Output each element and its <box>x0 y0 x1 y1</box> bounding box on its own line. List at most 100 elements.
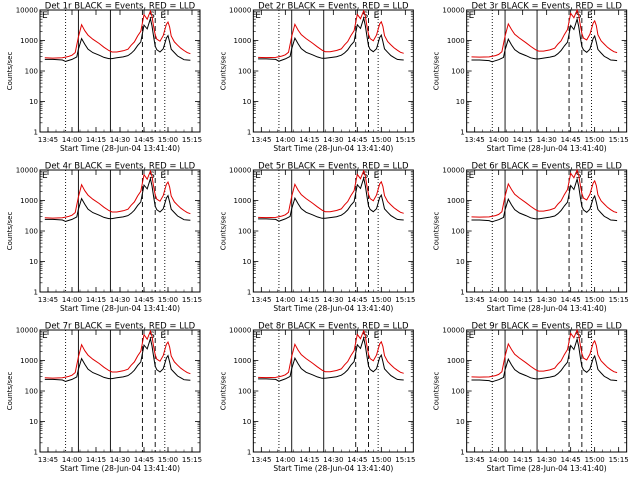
x-tick-label: 14:00 <box>275 296 295 304</box>
x-tick-label: 15:00 <box>158 456 178 464</box>
x-axis-label: Start Time (28-Jun-04 13:41:40) <box>273 464 393 473</box>
x-tick-label: 14:45 <box>561 456 581 464</box>
y-tick-label: 10000 <box>229 7 251 15</box>
y-tick-label: 1 <box>34 449 38 457</box>
y-tick-label: 10 <box>242 418 251 426</box>
y-tick-label: 100 <box>451 388 464 396</box>
x-tick-label: 15:15 <box>609 296 629 304</box>
panel-title: Det 6r BLACK = Events, RED = LLD <box>471 162 622 172</box>
x-axis-label: Start Time (28-Jun-04 13:41:40) <box>60 144 180 153</box>
x-tick-label: 15:15 <box>609 456 629 464</box>
x-tick-label: 14:15 <box>86 456 106 464</box>
panel-3: Det 3r BLACK = Events, RED = LLD 1 10 100 10… <box>433 2 629 154</box>
panel-title: Det 9r BLACK = Events, RED = LLD <box>471 322 622 332</box>
marker-label: E <box>42 11 48 21</box>
marker-label: E <box>374 11 380 21</box>
x-tick-label: 14:45 <box>561 136 581 144</box>
x-tick-label: 14:45 <box>347 456 367 464</box>
x-tick-label: 14:30 <box>323 296 343 304</box>
series-line-events <box>258 176 404 222</box>
panel-1: Det 1r BLACK = Events, RED = LLD 1 10 100 10… <box>6 2 202 154</box>
series-line-events <box>258 16 404 62</box>
panel-5: Det 5r BLACK = Events, RED = LLD 1 10 100 10… <box>219 162 415 314</box>
panel-title: Det 3r BLACK = Events, RED = LLD <box>471 2 622 12</box>
y-axis-label: Counts/sec <box>6 212 14 251</box>
marker-label: E <box>374 171 380 181</box>
x-tick-label: 15:15 <box>395 456 415 464</box>
series-line-events <box>258 336 404 382</box>
y-tick-label: 100 <box>238 68 251 76</box>
x-tick-label: 14:00 <box>62 456 82 464</box>
y-tick-label: 100 <box>25 68 38 76</box>
y-tick-label: 1000 <box>20 197 38 205</box>
series-line-lld <box>471 328 618 378</box>
x-tick-label: 14:30 <box>110 296 130 304</box>
y-tick-label: 10000 <box>16 167 38 175</box>
x-tick-label: 13:45 <box>38 456 58 464</box>
series-line-lld <box>258 9 404 59</box>
x-tick-label: 15:15 <box>182 296 202 304</box>
y-axis-label: Counts/sec <box>219 52 227 91</box>
x-axis-label: Start Time (28-Jun-04 13:41:40) <box>273 144 393 153</box>
x-axis-label: Start Time (28-Jun-04 13:41:40) <box>487 464 607 473</box>
y-tick-label: 1 <box>460 129 464 137</box>
plot-frame <box>466 9 628 133</box>
x-axis-label: Start Time (28-Jun-04 13:41:40) <box>487 304 607 313</box>
plot-frame <box>252 169 414 293</box>
series-line-lld <box>44 329 191 379</box>
y-axis-label: Counts/sec <box>433 372 441 411</box>
x-tick-label: 13:45 <box>251 456 271 464</box>
panel-4: Det 4r BLACK = Events, RED = LLD 1 10 100 10… <box>6 162 202 314</box>
marker-label: E <box>255 11 261 21</box>
series-line-events <box>44 176 191 223</box>
panel-8: Det 8r BLACK = Events, RED = LLD 1 10 100 10… <box>219 322 415 474</box>
marker-label: E <box>587 11 593 21</box>
y-tick-label: 1000 <box>447 357 465 365</box>
y-tick-label: 10 <box>29 258 38 266</box>
x-tick-label: 14:30 <box>323 456 343 464</box>
series-line-events <box>44 336 191 383</box>
y-tick-label: 1 <box>34 289 38 297</box>
panel-title: Det 5r BLACK = Events, RED = LLD <box>258 162 409 172</box>
x-axis-label: Start Time (28-Jun-04 13:41:40) <box>487 144 607 153</box>
y-tick-label: 1 <box>460 289 464 297</box>
panel-title: Det 1r BLACK = Events, RED = LLD <box>45 2 196 12</box>
x-tick-label: 14:00 <box>489 456 509 464</box>
y-tick-label: 100 <box>25 228 38 236</box>
plot-frame <box>252 9 414 133</box>
y-tick-label: 100 <box>238 228 251 236</box>
panel-7: Det 7r BLACK = Events, RED = LLD 1 10 100 10… <box>6 322 202 474</box>
panel-title: Det 8r BLACK = Events, RED = LLD <box>258 322 409 332</box>
x-axis-label: Start Time (28-Jun-04 13:41:40) <box>273 304 393 313</box>
x-tick-label: 15:15 <box>395 296 415 304</box>
marker-label: E <box>255 171 261 181</box>
series-line-lld <box>471 168 618 218</box>
y-axis-label: Counts/sec <box>433 212 441 251</box>
y-tick-label: 10 <box>456 258 465 266</box>
marker-label: E <box>42 171 48 181</box>
y-tick-label: 1000 <box>447 37 465 45</box>
y-axis-label: Counts/sec <box>219 212 227 251</box>
x-tick-label: 14:30 <box>323 136 343 144</box>
x-tick-label: 14:45 <box>561 296 581 304</box>
y-tick-label: 1 <box>247 449 251 457</box>
y-tick-label: 10000 <box>16 327 38 335</box>
marker-label: E <box>469 331 475 341</box>
panel-title: Det 4r BLACK = Events, RED = LLD <box>45 162 196 172</box>
y-tick-label: 10000 <box>229 167 251 175</box>
y-tick-label: 10 <box>29 98 38 106</box>
x-tick-label: 13:45 <box>251 296 271 304</box>
x-tick-label: 13:45 <box>251 136 271 144</box>
x-tick-label: 15:00 <box>585 136 605 144</box>
x-tick-label: 14:30 <box>110 136 130 144</box>
x-tick-label: 14:30 <box>110 456 130 464</box>
y-axis-label: Counts/sec <box>6 52 14 91</box>
x-tick-label: 14:15 <box>513 136 533 144</box>
x-tick-label: 13:45 <box>38 296 58 304</box>
x-tick-label: 14:15 <box>86 296 106 304</box>
x-tick-label: 14:30 <box>537 456 557 464</box>
y-tick-label: 1 <box>247 289 251 297</box>
y-tick-label: 1 <box>34 129 38 137</box>
y-axis-label: Counts/sec <box>6 372 14 411</box>
